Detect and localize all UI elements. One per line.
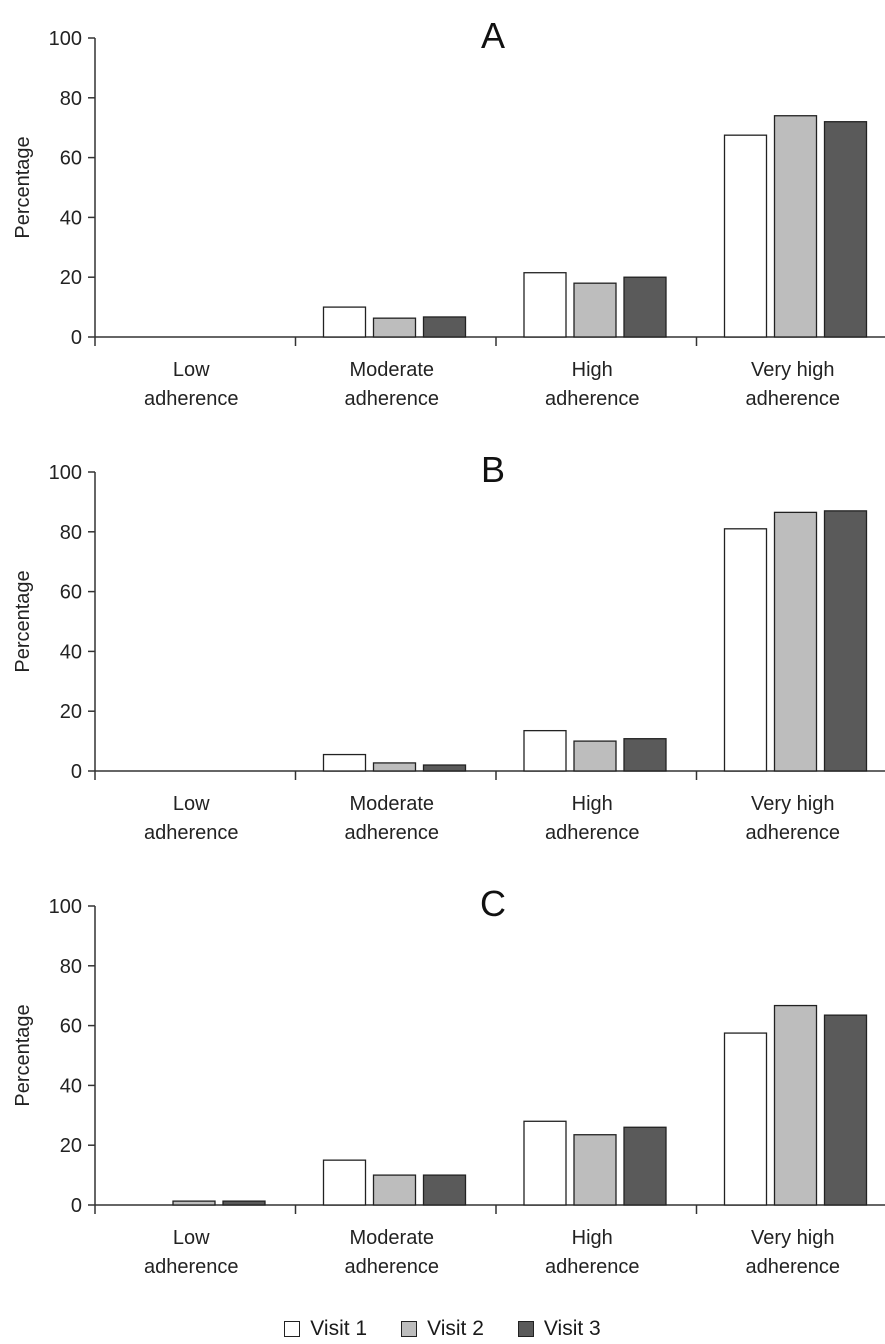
bar-visit-3 — [422, 316, 467, 338]
bar-visit-2 — [773, 511, 818, 772]
x-category-label: adherence — [745, 388, 840, 410]
x-category-label: Low — [173, 359, 210, 381]
x-category-label: Very high — [751, 1227, 834, 1249]
y-tick-label: 100 — [49, 462, 82, 484]
bar-visit-3 — [222, 1200, 266, 1206]
y-tick-label: 80 — [60, 88, 82, 110]
bar-visit-3 — [823, 1014, 868, 1206]
bar-visit-2 — [773, 1004, 818, 1206]
legend-swatch-visit-3 — [517, 1321, 534, 1337]
bar-visit-1 — [523, 1120, 567, 1206]
panel-title: A — [481, 15, 505, 56]
bar-visit-2 — [773, 115, 818, 338]
x-category-label: adherence — [745, 822, 840, 844]
x-category-label: adherence — [144, 822, 239, 844]
x-category-label: High — [572, 1227, 613, 1249]
y-tick-label: 60 — [60, 1016, 82, 1038]
y-tick-label: 60 — [60, 148, 82, 170]
bar-visit-1 — [523, 729, 567, 772]
legend-label-visit-3: Visit 3 — [543, 1317, 601, 1340]
bar-visit-2 — [372, 317, 417, 338]
bar-visit-2 — [172, 1200, 216, 1206]
x-category-label: Low — [173, 1227, 210, 1249]
y-tick-label: 40 — [60, 1075, 82, 1097]
x-category-label: High — [572, 359, 613, 381]
y-axis-label: Percentage — [12, 136, 34, 238]
y-tick-label: 0 — [71, 1195, 82, 1217]
legend-label-visit-2: Visit 2 — [427, 1317, 484, 1340]
legend-item-visit-1: Visit 1 — [284, 1317, 367, 1341]
y-tick-label: 40 — [60, 207, 82, 229]
bar-visit-3 — [623, 738, 667, 772]
legend: Visit 1 Visit 2 Visit 3 — [0, 1314, 885, 1344]
bar-visit-3 — [823, 121, 868, 338]
x-category-label: adherence — [344, 388, 439, 410]
bar-visit-1 — [723, 528, 768, 772]
x-category-label: Very high — [751, 793, 834, 815]
x-category-label: adherence — [144, 388, 239, 410]
legend-swatch-visit-1 — [284, 1321, 301, 1337]
panel-title: B — [481, 449, 505, 490]
y-tick-label: 0 — [71, 761, 82, 783]
bar-visit-3 — [623, 1126, 667, 1206]
x-category-label: adherence — [545, 822, 640, 844]
x-category-label: Low — [173, 793, 210, 815]
y-tick-label: 20 — [60, 1135, 82, 1157]
bar-visit-2 — [573, 740, 617, 772]
x-category-label: High — [572, 793, 613, 815]
y-tick-label: 100 — [49, 896, 82, 918]
x-category-label: adherence — [545, 1256, 640, 1278]
x-category-label: Very high — [751, 359, 834, 381]
x-category-label: adherence — [344, 1256, 439, 1278]
bar-visit-2 — [573, 1134, 617, 1206]
bar-visit-1 — [322, 753, 367, 772]
bar-visit-3 — [823, 510, 868, 772]
chart-panel-a: A Percentage 0 20 40 60 80 100 Low adherence Moder… — [12, 15, 885, 410]
x-category-label: adherence — [344, 822, 439, 844]
bar-visit-2 — [372, 762, 417, 772]
panel-title: C — [480, 883, 506, 924]
chart-panel-b: B Percentage 0 20 40 60 80 100 Low adherence Moder… — [12, 449, 885, 844]
bar-visit-3 — [623, 276, 667, 338]
y-tick-label: 80 — [60, 956, 82, 978]
bar-visit-1 — [322, 306, 367, 338]
legend-swatch-visit-2 — [401, 1321, 418, 1337]
y-axis-label: Percentage — [12, 1004, 34, 1106]
y-tick-label: 20 — [60, 267, 82, 289]
y-tick-label: 60 — [60, 582, 82, 604]
y-tick-label: 40 — [60, 641, 82, 663]
bar-visit-2 — [372, 1174, 417, 1206]
bar-visit-1 — [322, 1159, 367, 1206]
x-category-label: Moderate — [350, 1227, 435, 1249]
y-tick-label: 100 — [49, 28, 82, 50]
x-category-label: adherence — [745, 1256, 840, 1278]
bar-visit-1 — [723, 1032, 768, 1206]
bar-visit-3 — [422, 764, 467, 772]
bar-visit-1 — [523, 272, 567, 338]
x-category-label: adherence — [144, 1256, 239, 1278]
chart-panel-c: C Percentage 0 20 40 60 80 100 Low adherence Moder… — [12, 883, 885, 1278]
bar-visit-1 — [723, 134, 768, 338]
x-category-label: Moderate — [350, 359, 435, 381]
x-category-label: Moderate — [350, 793, 435, 815]
y-tick-label: 80 — [60, 522, 82, 544]
legend-item-visit-3: Visit 3 — [517, 1317, 601, 1341]
y-tick-label: 0 — [71, 327, 82, 349]
legend-label-visit-1: Visit 1 — [310, 1317, 368, 1340]
x-category-label: adherence — [545, 388, 640, 410]
y-axis-label: Percentage — [12, 570, 34, 672]
bar-visit-2 — [573, 282, 617, 338]
y-tick-label: 20 — [60, 701, 82, 723]
legend-item-visit-2: Visit 2 — [401, 1317, 484, 1341]
bar-visit-3 — [422, 1174, 467, 1206]
